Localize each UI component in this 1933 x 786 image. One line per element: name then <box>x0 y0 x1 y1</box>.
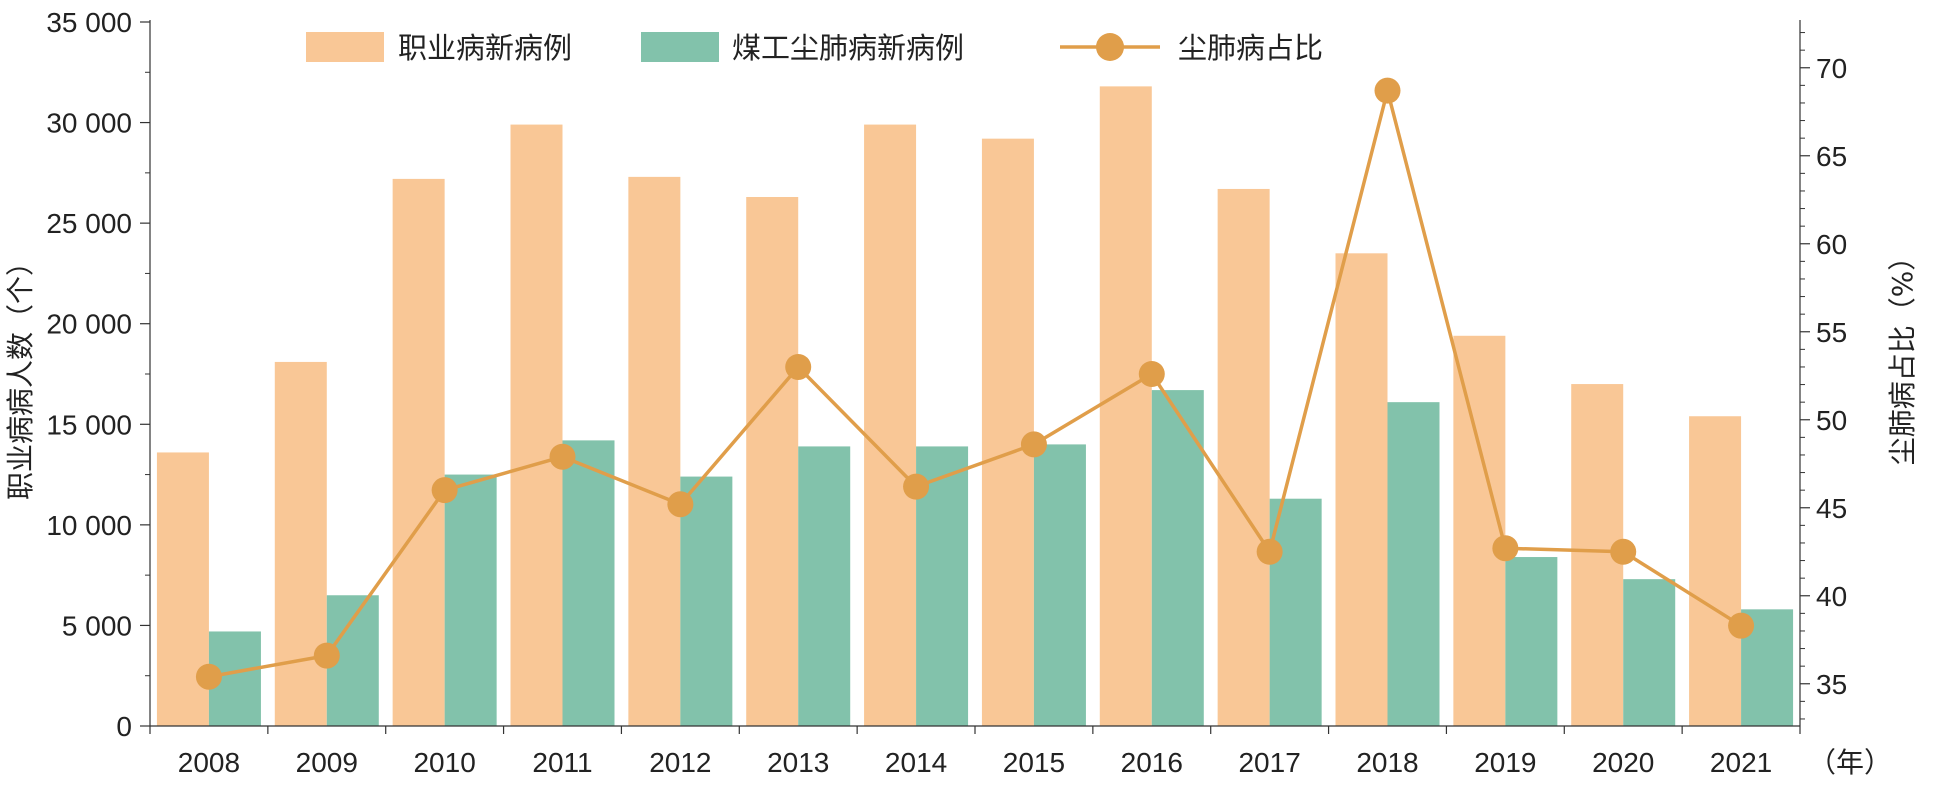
right-tick-label: 55 <box>1816 317 1847 348</box>
legend-label-pneumoconiosis: 煤工尘肺病新病例 <box>732 31 964 65</box>
bar-pneumoconiosis-2013[interactable] <box>798 446 851 726</box>
bar-occupational-2011[interactable] <box>510 124 563 726</box>
point-ratio-2017[interactable] <box>1256 538 1283 565</box>
bar-occupational-2019[interactable] <box>1453 335 1506 726</box>
bar-occupational-2014[interactable] <box>864 124 917 726</box>
left-tick-label: 30 000 <box>46 108 132 139</box>
left-tick-label: 5 000 <box>62 610 132 641</box>
left-tick-label: 0 <box>116 711 132 742</box>
left-axis-title: 职业病病人数（个） <box>4 248 37 500</box>
bar-occupational-2012[interactable] <box>628 176 681 726</box>
bar-pneumoconiosis-2010[interactable] <box>444 474 497 726</box>
x-axis-unit: （年） <box>1808 747 1892 778</box>
x-tick-label-2021: 2021 <box>1710 747 1772 778</box>
point-ratio-2021[interactable] <box>1728 612 1755 639</box>
x-tick-label-2008: 2008 <box>178 747 240 778</box>
bar-occupational-2021[interactable] <box>1689 416 1742 726</box>
point-ratio-2018[interactable] <box>1374 77 1401 104</box>
right-tick-label: 50 <box>1816 405 1847 436</box>
bar-pneumoconiosis-2016[interactable] <box>1151 390 1204 726</box>
right-tick-label: 60 <box>1816 229 1847 260</box>
bar-occupational-2013[interactable] <box>746 196 799 727</box>
line-pneumoconiosis-ratio <box>208 88 1743 679</box>
left-tick-label: 10 000 <box>46 510 132 541</box>
point-ratio-2014[interactable] <box>903 473 930 500</box>
legend-marker-ratio <box>1096 33 1124 61</box>
right-axis-title: 尘肺病占比（%） <box>1886 243 1919 466</box>
point-ratio-2016[interactable] <box>1138 361 1165 387</box>
right-tick-label: 35 <box>1816 669 1847 700</box>
point-ratio-2010[interactable] <box>431 477 458 504</box>
x-tick-label-2015: 2015 <box>1003 747 1065 778</box>
bar-occupational-2018[interactable] <box>1335 253 1388 727</box>
bar-pneumoconiosis-2019[interactable] <box>1505 557 1558 726</box>
right-tick-label: 65 <box>1816 141 1847 172</box>
bar-pneumoconiosis-2018[interactable] <box>1387 402 1440 726</box>
legend-label-occupational: 职业病新病例 <box>398 31 572 65</box>
bar-pneumoconiosis-2012[interactable] <box>680 476 733 726</box>
point-ratio-2019[interactable] <box>1492 535 1519 562</box>
bar-occupational-2010[interactable] <box>392 178 445 727</box>
legend-swatch-pneumoconiosis <box>641 32 719 62</box>
x-tick-label-2009: 2009 <box>296 747 358 778</box>
left-tick-label: 35 000 <box>46 7 132 38</box>
x-tick-label-2020: 2020 <box>1592 747 1654 778</box>
bar-occupational-2015[interactable] <box>981 138 1034 727</box>
left-tick-label: 15 000 <box>46 409 132 440</box>
bar-pneumoconiosis-2020[interactable] <box>1623 579 1676 726</box>
x-tick-label-2013: 2013 <box>767 747 829 778</box>
x-tick-label-2017: 2017 <box>1238 747 1300 778</box>
bar-pneumoconiosis-2015[interactable] <box>1033 444 1086 726</box>
legend-swatch-occupational <box>306 32 384 62</box>
x-tick-label-2010: 2010 <box>413 747 475 778</box>
bar-occupational-2009[interactable] <box>274 361 327 726</box>
legend-label-ratio: 尘肺病占比 <box>1178 31 1323 65</box>
x-tick-label-2011: 2011 <box>532 747 592 778</box>
point-ratio-2008[interactable] <box>195 663 222 690</box>
bar-pneumoconiosis-2011[interactable] <box>562 440 615 726</box>
x-tick-label-2018: 2018 <box>1356 747 1418 778</box>
point-ratio-2012[interactable] <box>667 491 694 518</box>
right-tick-label: 70 <box>1816 53 1847 84</box>
bar-occupational-2017[interactable] <box>1217 188 1270 726</box>
x-tick-label-2019: 2019 <box>1474 747 1536 778</box>
point-ratio-2009[interactable] <box>313 642 340 669</box>
point-ratio-2013[interactable] <box>785 353 812 380</box>
x-tick-label-2016: 2016 <box>1121 747 1183 778</box>
bar-occupational-2016[interactable] <box>1099 86 1152 726</box>
right-tick-label: 40 <box>1816 581 1847 612</box>
point-ratio-2015[interactable] <box>1020 431 1047 458</box>
x-tick-label-2014: 2014 <box>885 747 947 778</box>
x-tick-label-2012: 2012 <box>649 747 711 778</box>
point-ratio-2020[interactable] <box>1610 538 1637 565</box>
right-tick-label: 45 <box>1816 493 1847 524</box>
bar-pneumoconiosis-2017[interactable] <box>1269 498 1322 726</box>
point-ratio-2011[interactable] <box>549 443 576 470</box>
left-tick-label: 25 000 <box>46 208 132 239</box>
left-tick-label: 20 000 <box>46 309 132 340</box>
